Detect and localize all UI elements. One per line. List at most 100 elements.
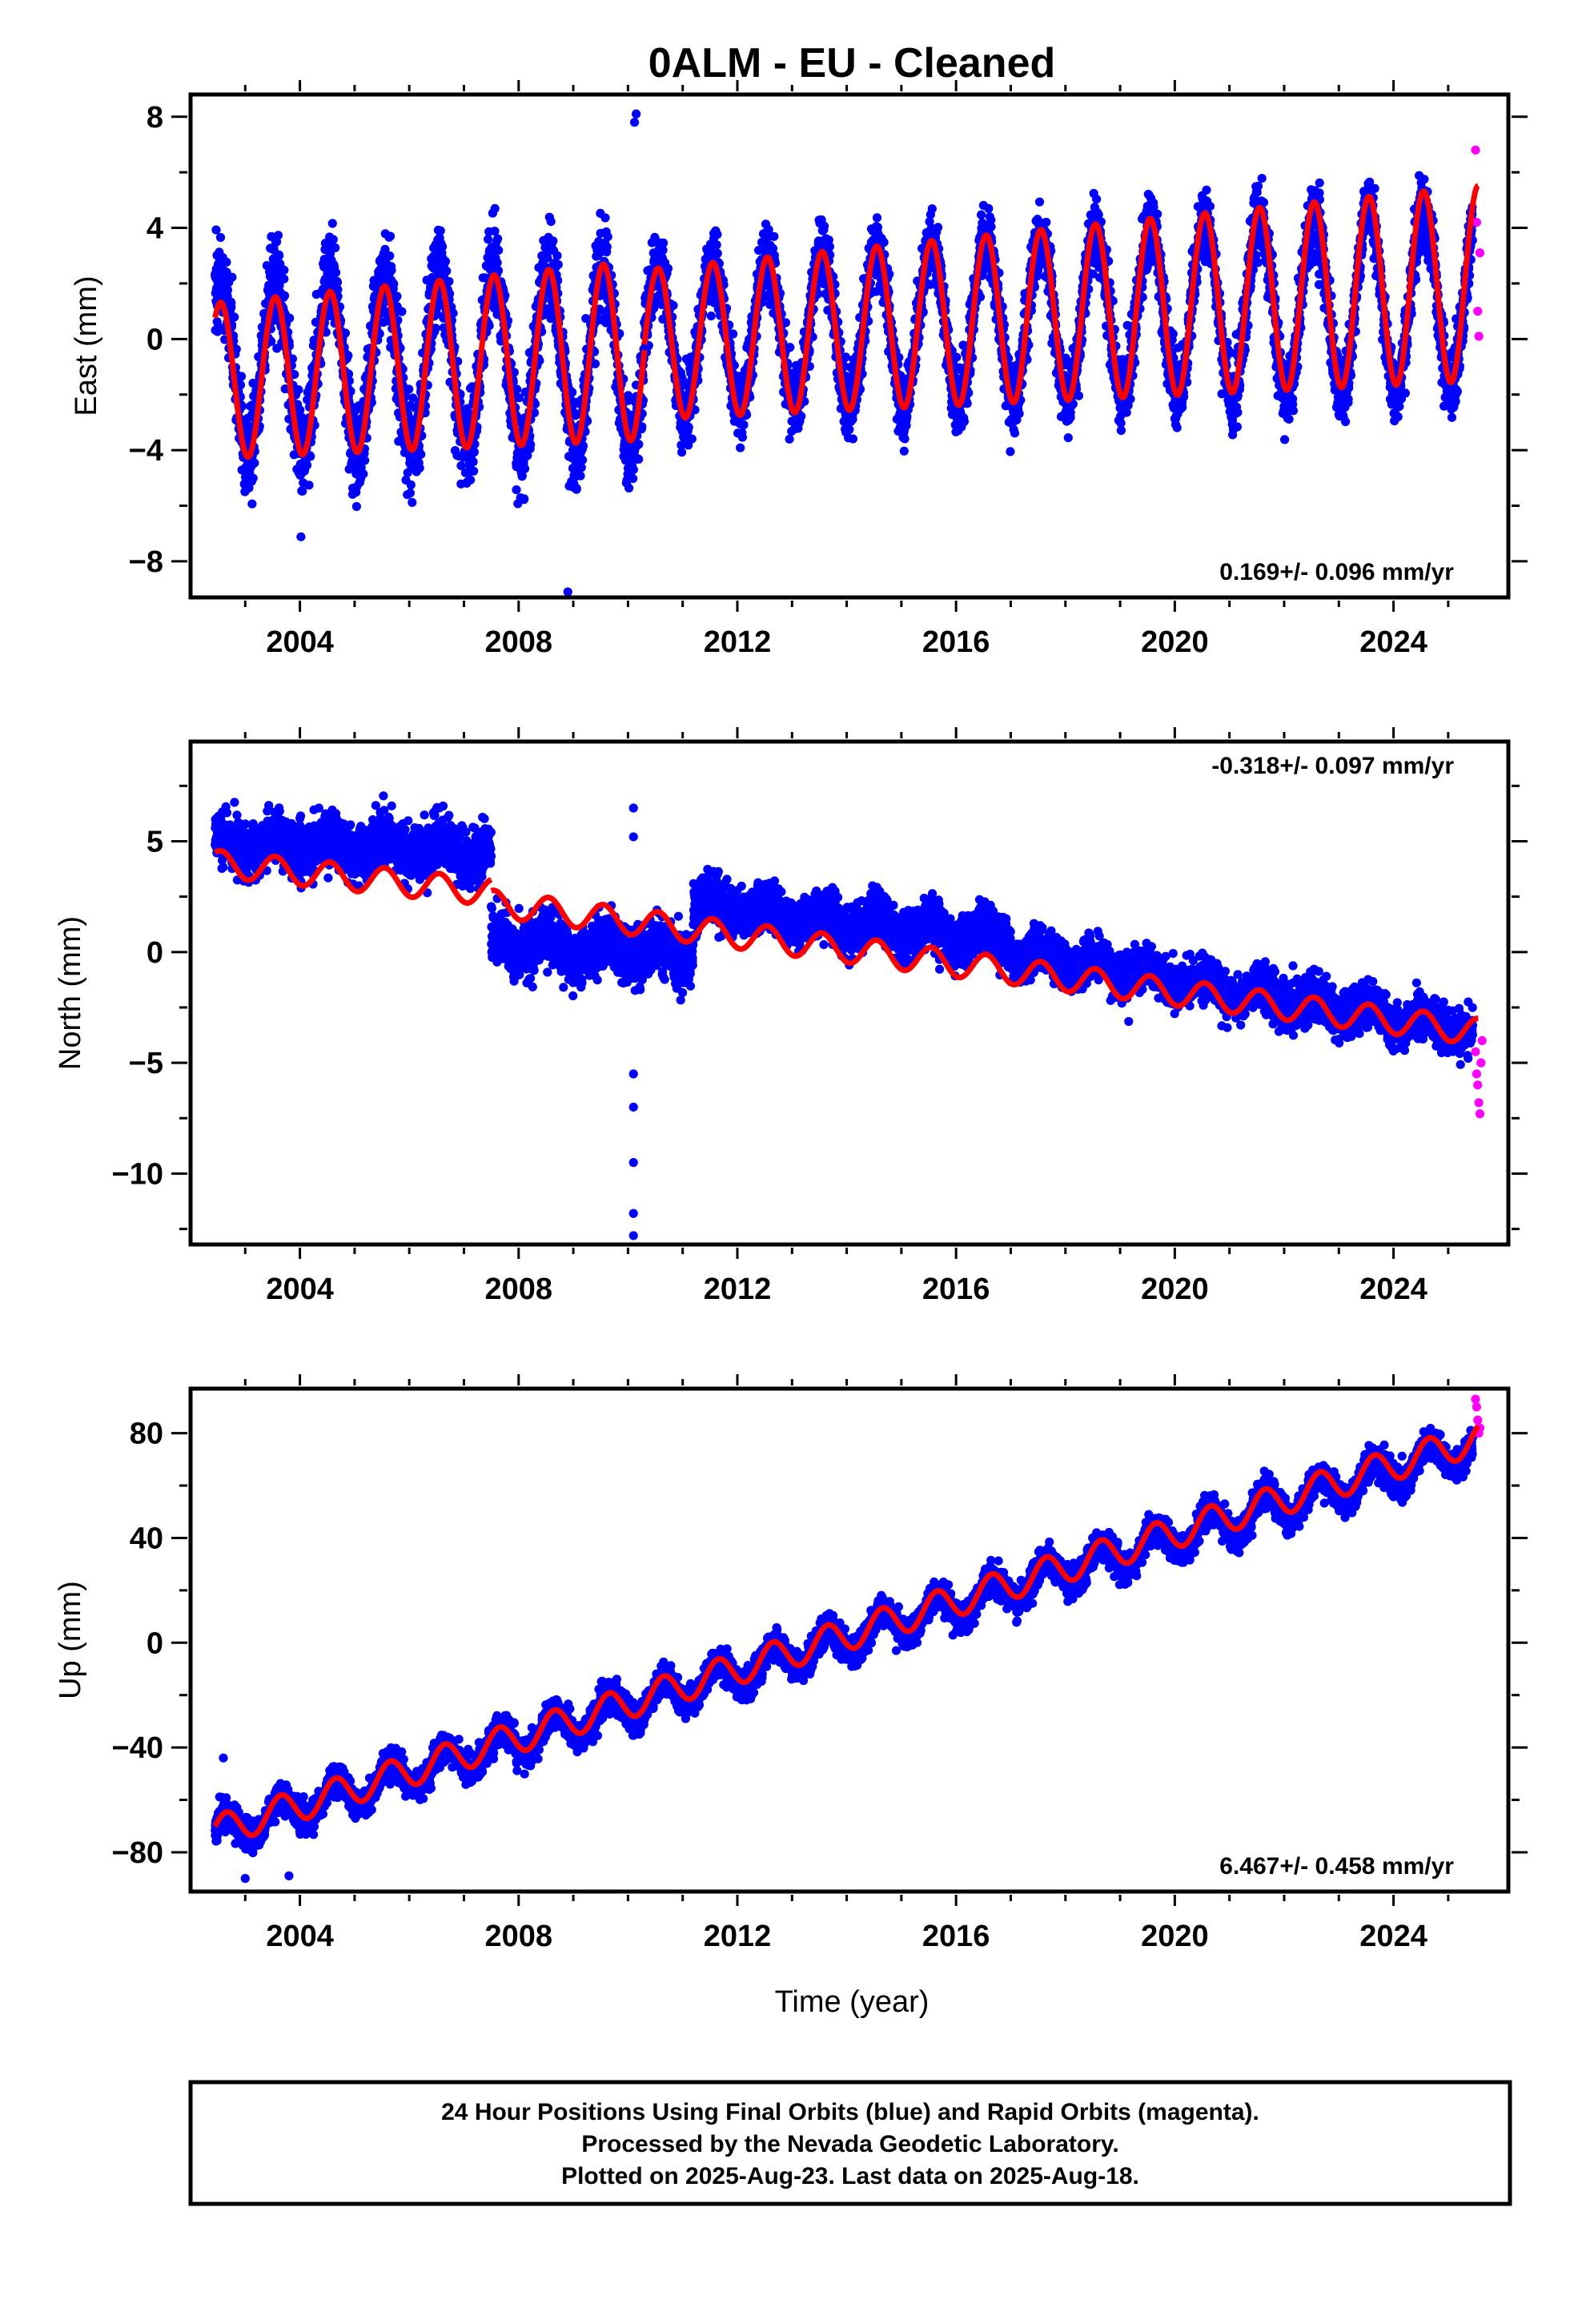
final-point xyxy=(267,336,276,346)
final-point xyxy=(769,231,779,241)
final-point xyxy=(552,251,562,260)
final-point xyxy=(279,274,289,283)
final-point xyxy=(879,237,889,247)
final-point xyxy=(235,380,246,390)
final-point xyxy=(634,440,644,449)
final-point xyxy=(548,236,558,246)
final-point xyxy=(706,312,716,321)
final-point xyxy=(490,227,500,236)
final-point xyxy=(576,463,586,472)
final-point xyxy=(624,483,634,493)
final-point xyxy=(687,434,697,444)
final-point xyxy=(294,385,303,395)
final-point xyxy=(247,499,257,509)
final-point xyxy=(603,232,612,242)
final-point xyxy=(444,276,454,287)
final-point xyxy=(340,328,350,338)
final-point xyxy=(848,434,857,444)
final-point xyxy=(986,222,996,231)
final-point xyxy=(406,480,416,490)
final-point xyxy=(576,471,585,480)
final-point xyxy=(405,489,415,498)
final-point xyxy=(222,257,231,267)
final-orbit-points xyxy=(211,109,1478,597)
final-point xyxy=(404,384,414,394)
final-point xyxy=(841,352,850,362)
final-point xyxy=(739,420,749,430)
final-point xyxy=(415,463,424,473)
final-point xyxy=(512,485,521,495)
final-point xyxy=(343,351,353,360)
final-point xyxy=(634,454,644,464)
final-point xyxy=(825,242,834,251)
final-point xyxy=(959,416,970,426)
final-point xyxy=(712,240,721,250)
final-point xyxy=(927,204,937,214)
final-point xyxy=(494,246,504,255)
final-point xyxy=(275,251,284,260)
final-point xyxy=(484,235,493,244)
final-point xyxy=(328,235,338,244)
final-point xyxy=(845,424,854,435)
final-point xyxy=(389,279,399,288)
final-point xyxy=(526,440,536,449)
final-point xyxy=(287,354,297,364)
final-point xyxy=(432,309,442,319)
final-point xyxy=(469,466,479,476)
final-point xyxy=(729,329,738,339)
final-point xyxy=(984,203,994,213)
final-point xyxy=(380,244,390,254)
final-point xyxy=(1006,447,1015,456)
final-point xyxy=(448,308,458,318)
final-point xyxy=(1042,217,1051,227)
final-point xyxy=(628,474,638,484)
final-point xyxy=(546,217,556,227)
final-point xyxy=(785,343,795,352)
final-point xyxy=(306,452,315,461)
final-point xyxy=(227,302,236,312)
final-point xyxy=(677,448,687,457)
chart-title: 0ALM - EU - Cleaned xyxy=(648,40,1056,86)
final-point xyxy=(600,213,610,223)
final-point xyxy=(275,280,284,290)
final-point xyxy=(684,422,693,432)
final-point xyxy=(431,324,440,333)
final-point xyxy=(273,231,283,240)
final-point xyxy=(572,484,581,493)
final-point xyxy=(331,267,341,277)
final-point xyxy=(466,475,476,485)
final-point xyxy=(469,447,480,457)
final-point xyxy=(492,258,502,267)
final-point xyxy=(298,486,307,496)
final-point xyxy=(295,405,305,415)
final-point xyxy=(296,532,306,541)
final-point xyxy=(285,313,295,323)
final-point xyxy=(456,460,466,471)
final-point xyxy=(304,480,314,490)
final-point xyxy=(1010,428,1020,438)
final-point xyxy=(442,266,452,275)
final-point xyxy=(736,443,745,452)
final-point xyxy=(628,464,639,475)
final-point xyxy=(392,292,402,301)
final-point xyxy=(223,285,232,295)
final-point xyxy=(290,370,299,380)
final-point xyxy=(713,230,722,239)
final-point xyxy=(977,210,986,219)
final-point xyxy=(230,312,239,322)
final-point xyxy=(553,259,563,269)
final-point xyxy=(408,393,418,403)
final-point xyxy=(332,277,343,287)
final-point xyxy=(236,372,247,381)
final-point xyxy=(279,265,289,275)
final-point xyxy=(397,307,407,316)
final-point xyxy=(333,285,343,295)
final-point xyxy=(952,352,962,362)
final-point xyxy=(520,494,529,504)
final-point xyxy=(493,234,503,243)
final-point xyxy=(331,243,340,252)
final-point xyxy=(899,446,909,456)
final-point xyxy=(279,291,290,300)
final-point xyxy=(250,458,259,468)
